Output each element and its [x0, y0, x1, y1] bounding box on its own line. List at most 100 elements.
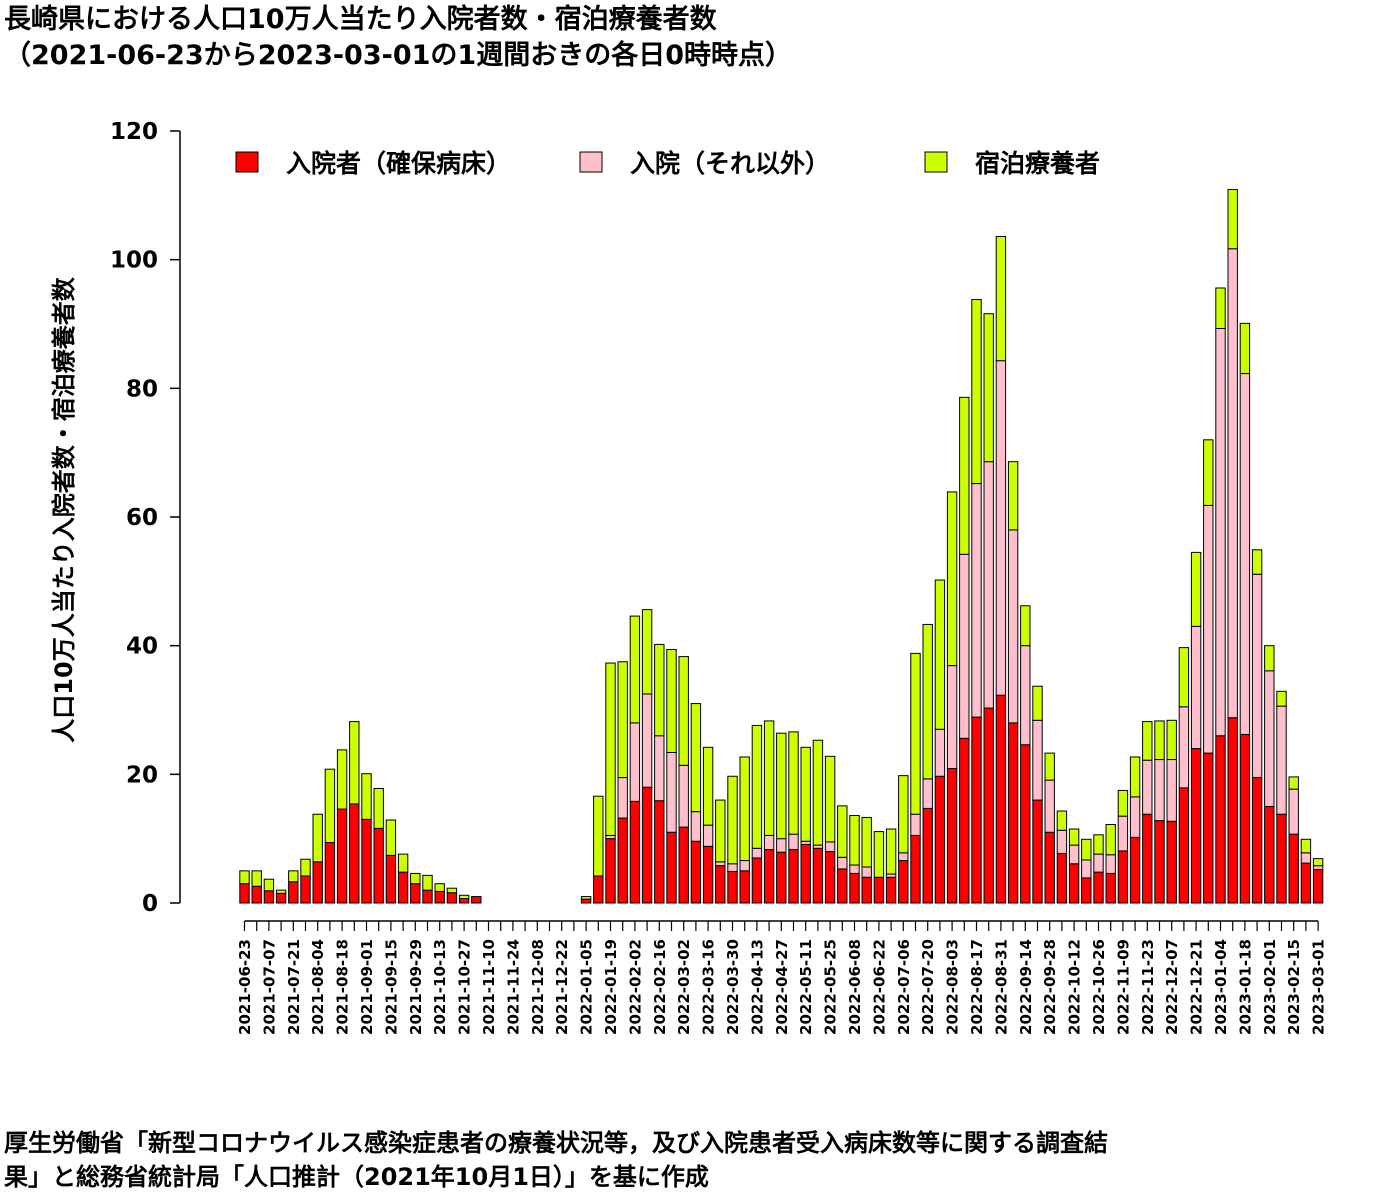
- bar-segment-2021-09-15-s2: [385, 819, 397, 856]
- y-tick-label-0: 0: [142, 891, 158, 917]
- bar-segment-2022-02-16-s2: [654, 643, 665, 737]
- bar-segment-2022-10-19-s2: [1081, 838, 1092, 861]
- bar-segment-2022-08-10-s0: [959, 737, 970, 904]
- bar-segment-2021-08-11-s2: [324, 768, 336, 844]
- bar-segment-2022-07-20-s2: [922, 623, 933, 780]
- bar-segment-2023-02-08-s0: [1276, 813, 1287, 904]
- y-tick-label-40: 40: [126, 634, 158, 660]
- bar-segment-2022-09-14-s2: [1020, 605, 1031, 647]
- x-tick-label-2023-02-01: 2023-02-01: [1261, 939, 1279, 1035]
- x-tick-label-2021-11-24: 2021-11-24: [504, 939, 522, 1035]
- x-tick-label-2022-06-22: 2022-06-22: [870, 939, 888, 1035]
- bar-segment-2022-04-20-s2: [763, 720, 775, 836]
- bar-segment-2023-01-04-s1: [1215, 328, 1226, 737]
- bar-segment-2022-11-09-s0: [1117, 850, 1129, 904]
- x-tick-label-2021-09-29: 2021-09-29: [407, 939, 425, 1035]
- y-tick-label-100: 100: [110, 248, 158, 274]
- bar-segment-2022-11-09-s1: [1117, 815, 1129, 852]
- bar-segment-2022-05-04-s1: [788, 833, 799, 851]
- bar-segment-2022-07-13-s0: [910, 834, 921, 904]
- bar-segment-2022-11-16-s0: [1129, 836, 1141, 904]
- x-tick-label-2023-03-01: 2023-03-01: [1310, 939, 1328, 1035]
- bar-segment-2021-08-18-s2: [336, 749, 348, 810]
- bar-segment-2022-09-07-s0: [1007, 722, 1019, 904]
- bar-segment-2022-02-02-s0: [629, 800, 641, 904]
- bar-segment-2022-07-27-s0: [934, 775, 946, 904]
- bar-segment-2023-01-11-s1: [1227, 248, 1238, 719]
- bar-segment-2023-01-25-s0: [1251, 777, 1263, 904]
- bar-segment-2022-02-09-s2: [641, 609, 653, 695]
- bar-segment-2021-08-18-s0: [336, 808, 348, 904]
- bar-segment-2021-07-28-s0: [300, 875, 311, 904]
- bar-segment-2021-06-30-s0: [251, 885, 262, 904]
- bar-segment-2021-09-15-s0: [385, 854, 397, 904]
- bar-segment-2022-08-24-s2: [983, 313, 994, 463]
- bar-segment-2022-11-23-s1: [1142, 759, 1153, 815]
- bar-segment-2022-09-21-s2: [1032, 685, 1043, 721]
- bar-segment-2022-03-09-s0: [690, 840, 702, 904]
- x-tick-label-2022-09-28: 2022-09-28: [1041, 939, 1059, 1035]
- bar-segment-2021-08-04-s0: [312, 861, 323, 904]
- bar-segment-2023-02-15-s1: [1288, 788, 1299, 835]
- bar-segment-2021-09-22-s0: [397, 871, 409, 904]
- bar-segment-2021-10-20-s0: [446, 892, 458, 904]
- bar-segment-2022-06-08-s1: [849, 864, 860, 874]
- x-axis: 2021-06-23 2021-07-07 2021-07-21 2021-08-04…: [236, 920, 1328, 1035]
- bar-segment-2023-02-08-s1: [1276, 705, 1287, 815]
- legend-label-0: 入院者（確保病床）: [286, 149, 511, 178]
- bar-segment-2023-01-18-s0: [1239, 733, 1251, 904]
- x-tick-label-2022-01-05: 2022-01-05: [578, 939, 596, 1035]
- bar-segment-2023-02-01-s1: [1264, 670, 1275, 807]
- bar-segment-2022-04-27-s1: [776, 838, 787, 853]
- bar-segment-2021-07-07-s0: [263, 890, 275, 904]
- bar-segment-2022-09-14-s1: [1020, 645, 1031, 746]
- x-tick-label-2023-02-15: 2023-02-15: [1285, 939, 1303, 1035]
- bar-segment-2022-04-27-s0: [776, 851, 787, 904]
- bar-segment-2022-09-07-s2: [1007, 461, 1019, 531]
- x-tick-label-2022-05-25: 2022-05-25: [822, 939, 840, 1035]
- bar-segment-2023-01-11-s2: [1227, 189, 1238, 250]
- bar-segment-2022-02-02-s2: [629, 615, 641, 724]
- bar-segment-2022-07-06-s2: [898, 775, 909, 854]
- bar-segment-2022-10-19-s1: [1081, 859, 1092, 879]
- bar-segment-2022-08-31-s1: [995, 360, 1007, 696]
- bar-segment-2023-02-15-s0: [1288, 833, 1299, 904]
- legend-swatch-0: [235, 151, 259, 173]
- bar-segment-2022-08-03-s1: [946, 665, 958, 770]
- bar-segment-2023-03-01-s1: [1312, 865, 1324, 871]
- bar-segment-2022-01-12-s0: [593, 875, 604, 904]
- bar-segment-2022-01-19-s2: [605, 662, 616, 836]
- legend: 入院者（確保病床） 入院（それ以外） 宿泊療養者: [235, 149, 1100, 178]
- bar-segment-2022-11-16-s2: [1129, 756, 1141, 798]
- bar-segment-2022-09-28-s2: [1044, 752, 1055, 781]
- bar-segment-2023-01-18-s2: [1239, 322, 1251, 375]
- x-tick-label-2023-01-18: 2023-01-18: [1236, 939, 1254, 1035]
- x-tick-label-2022-10-26: 2022-10-26: [1090, 939, 1108, 1035]
- x-tick-label-2021-07-07: 2021-07-07: [260, 939, 278, 1035]
- bar-segment-2021-09-08-s2: [373, 787, 384, 829]
- bar-segment-2022-02-23-s1: [666, 751, 677, 833]
- x-tick-label-2022-05-11: 2022-05-11: [797, 939, 815, 1035]
- x-tick-label-2022-11-23: 2022-11-23: [1139, 939, 1157, 1035]
- bar-segment-2022-12-28-s1: [1203, 504, 1214, 754]
- bar-segment-2022-09-28-s1: [1044, 779, 1055, 833]
- bar-segment-2022-10-05-s2: [1056, 810, 1068, 831]
- bar-segment-2022-06-29-s0: [885, 876, 897, 904]
- bar-segment-2021-08-25-s0: [349, 803, 360, 904]
- bar-segment-2022-08-24-s1: [983, 461, 994, 709]
- bar-segment-2022-01-05-s0: [580, 898, 592, 904]
- bar-segment-2022-04-13-s0: [751, 857, 763, 904]
- x-tick-label-2021-09-01: 2021-09-01: [358, 939, 376, 1035]
- bar-segment-2022-08-24-s0: [983, 707, 994, 904]
- bar-segment-2022-10-12-s2: [1068, 828, 1080, 846]
- bars-group: [239, 189, 1324, 904]
- bar-segment-2023-01-25-s2: [1251, 549, 1263, 575]
- bar-segment-2022-11-23-s2: [1142, 721, 1153, 761]
- bar-segment-2022-09-28-s0: [1044, 831, 1055, 904]
- bar-segment-2022-10-05-s1: [1056, 829, 1068, 854]
- bar-segment-2023-03-01-s2: [1312, 858, 1324, 867]
- bar-segment-2021-07-07-s2: [263, 878, 275, 892]
- x-tick-label-2022-08-31: 2022-08-31: [992, 939, 1010, 1035]
- bar-segment-2022-05-11-s2: [800, 746, 811, 842]
- bar-segment-2022-06-15-s0: [861, 876, 872, 904]
